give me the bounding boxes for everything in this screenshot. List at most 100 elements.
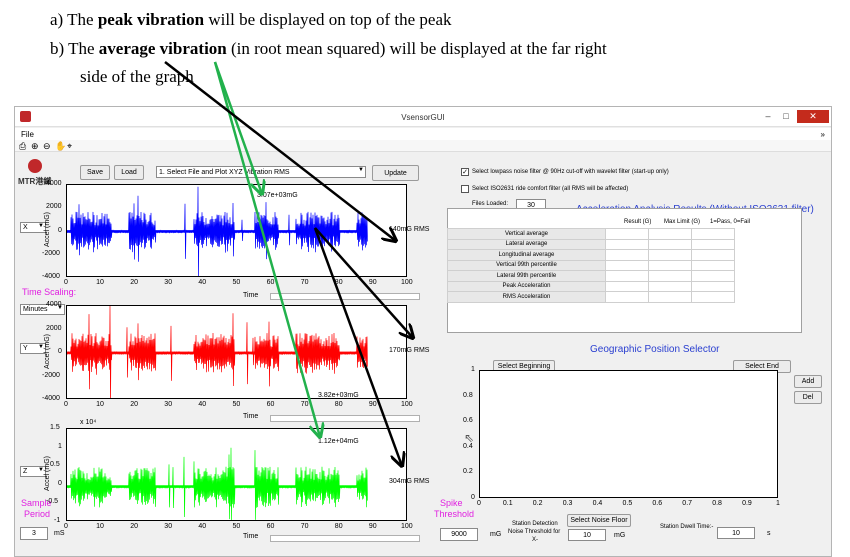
axis1-select-value: X xyxy=(23,224,28,231)
noise-threshold-label: Noise Threshold for xyxy=(508,529,561,535)
plot2-xtick: 90 xyxy=(368,401,377,408)
plot2-ytick: 4000 xyxy=(46,301,62,308)
plot1-xtick: 0 xyxy=(64,279,68,286)
plot2-ytick: 0 xyxy=(58,348,62,355)
data-cursor-icon[interactable]: ⌖ xyxy=(67,141,73,151)
plot1-xtick: 60 xyxy=(266,279,275,286)
table-row: RMS Acceleration xyxy=(447,291,735,303)
note-b-prefix: b) The xyxy=(50,39,99,58)
plot1-xtick: 90 xyxy=(368,279,377,286)
restore-button[interactable]: □ xyxy=(783,111,789,121)
pass-cell xyxy=(691,270,735,282)
mouse-cursor-icon: ⇖ xyxy=(464,431,475,445)
row-header: Vertical 99th percentile xyxy=(447,259,606,271)
load-button[interactable]: Load xyxy=(114,165,144,180)
geo-title: Geographic Position Selector xyxy=(590,344,720,355)
chevron-down-icon: ▼ xyxy=(57,305,63,311)
plot2-xtick: 30 xyxy=(164,401,173,408)
plot3-xlabel: Time xyxy=(243,533,259,540)
spike-threshold-input[interactable]: 9000 xyxy=(440,528,478,541)
note-a-prefix: a) The xyxy=(50,10,98,29)
menu-file[interactable]: File xyxy=(21,130,34,139)
select-noise-floor-button[interactable]: Select Noise Floor xyxy=(567,514,631,527)
threshold-label: Threshold xyxy=(434,509,475,519)
plot3-signal xyxy=(67,447,368,520)
save-button[interactable]: Save xyxy=(80,165,110,180)
plot3-xtick: 100 xyxy=(401,523,413,530)
geo-ytick: 0.4 xyxy=(463,442,473,450)
axis3-select[interactable]: Z ▼ xyxy=(20,466,46,477)
geo-xtick: 0.7 xyxy=(682,500,693,507)
pass-cell xyxy=(691,249,735,261)
result-cell xyxy=(605,238,649,250)
figure-toolbar: ⎙ ⊕ ⊖ ✋ ⌖ xyxy=(15,140,831,152)
action-select-value: 1. Select File and Plot XYZ Vibration RM… xyxy=(159,168,290,176)
axis1-select[interactable]: X ▼ xyxy=(20,222,46,233)
geo-xtick: 0.9 xyxy=(742,500,752,507)
plot2-ytick: -4000 xyxy=(42,395,60,402)
plot3-ytick: 0.5 xyxy=(50,461,60,469)
result-cell xyxy=(605,259,649,271)
chevron-down-icon: ▼ xyxy=(38,223,44,229)
col-result-header: Result (G) xyxy=(624,219,652,225)
plot3-scrollbar[interactable] xyxy=(270,535,420,542)
zoom-out-icon[interactable]: ⊖ xyxy=(43,141,51,151)
plot2-xtick: 80 xyxy=(334,401,343,408)
plot3-xtick: 60 xyxy=(266,523,275,530)
update-button[interactable]: Update xyxy=(372,165,419,181)
dwell-time-unit: s xyxy=(767,530,771,537)
axis2-select[interactable]: Y ▼ xyxy=(20,343,46,354)
close-button[interactable]: ✕ xyxy=(797,110,829,123)
action-select[interactable]: 1. Select File and Plot XYZ Vibration RM… xyxy=(156,166,366,178)
noise-threshold-input[interactable]: 10 xyxy=(568,529,606,541)
mtr-logo-text: MTR港鐵 xyxy=(18,177,52,186)
geo-xtick: 1 xyxy=(776,500,780,507)
del-button[interactable]: Del xyxy=(794,391,822,404)
plot2-xtick: 70 xyxy=(300,401,309,408)
limit-cell xyxy=(648,259,692,271)
geo-xtick: 0.1 xyxy=(502,500,513,507)
noise-threshold-unit: mG xyxy=(614,532,626,539)
iso2631-filter-checkbox[interactable] xyxy=(461,185,469,193)
zoom-in-icon[interactable]: ⊕ xyxy=(31,141,39,151)
limit-cell xyxy=(648,291,692,303)
geo-xtick: 0.5 xyxy=(622,500,633,507)
menu-overflow-icon[interactable]: » xyxy=(820,130,825,139)
time-scaling-select[interactable]: Minutes ▼ xyxy=(20,304,65,315)
geo-ytick: 0.6 xyxy=(463,417,473,425)
plot2-xtick: 100 xyxy=(401,401,413,408)
mtr-logo xyxy=(28,159,42,173)
geo-xtick: 0.3 xyxy=(562,500,573,507)
note-average-vibration-line2: side of the graph xyxy=(80,67,194,86)
row-header: Peak Acceleration xyxy=(447,280,606,292)
plot1-scrollbar[interactable] xyxy=(270,293,420,300)
plot1-ylabel: Accel (mG) xyxy=(44,212,51,247)
plot1-ytick: 2000 xyxy=(46,203,62,211)
plot2-ytick: 2000 xyxy=(46,324,62,332)
axis-x-label: X- xyxy=(532,537,538,543)
plot3-ytick: -1 xyxy=(54,517,61,524)
spike-unit: mG xyxy=(490,531,502,538)
plot2-scrollbar[interactable] xyxy=(270,415,420,422)
lowpass-filter-checkbox[interactable]: ✓ xyxy=(461,168,469,176)
printer-icon[interactable]: ⎙ xyxy=(19,141,27,151)
dwell-time-input[interactable]: 10 xyxy=(717,527,755,539)
row-header: Longitudinal average xyxy=(447,249,606,261)
window-title: VsensorGUI xyxy=(401,113,445,122)
minimize-button[interactable]: – xyxy=(765,111,771,121)
plot2-xtick: 0 xyxy=(64,401,68,408)
plot2-xtick: 40 xyxy=(198,401,207,408)
geo-axes[interactable] xyxy=(479,370,778,498)
plot1-axes xyxy=(66,184,407,277)
table-row: Vertical average xyxy=(447,228,735,240)
plot3-ytick: 1.5 xyxy=(50,424,60,431)
chevron-down-icon: ▼ xyxy=(38,344,44,350)
plot2-xtick: 60 xyxy=(266,401,275,408)
plot1-xtick: 40 xyxy=(198,279,207,286)
pan-icon[interactable]: ✋ xyxy=(55,141,67,151)
sample-period-input[interactable]: 3 xyxy=(20,527,48,540)
add-button[interactable]: Add xyxy=(794,375,822,388)
geo-ytick: 1 xyxy=(471,366,475,373)
table-row: Peak Acceleration xyxy=(447,280,735,292)
plot1-xtick: 30 xyxy=(164,279,173,286)
